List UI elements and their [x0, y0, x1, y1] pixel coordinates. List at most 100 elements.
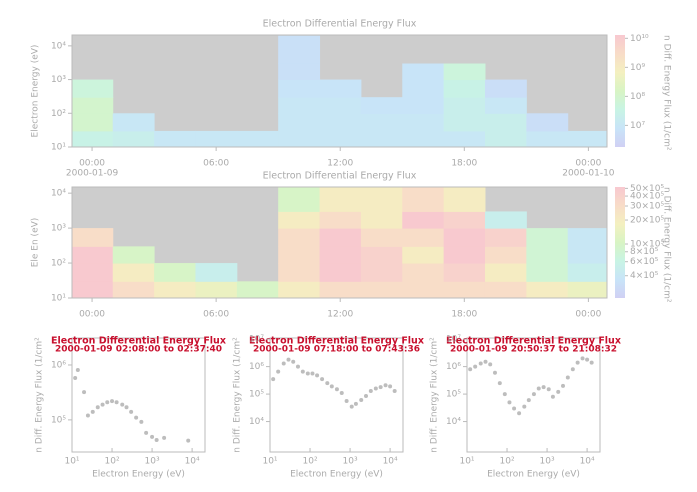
cell — [360, 211, 403, 229]
cell — [278, 263, 321, 282]
plot-subtitle: 2000-01-09 02:08:00 to 02:37:40 — [55, 345, 222, 355]
x-tick-label: 12:00 — [327, 310, 353, 320]
plot-title: Electron Differential Energy Flux — [51, 336, 226, 347]
cell — [72, 263, 114, 282]
y-tick-label: 10⁴ — [249, 417, 264, 427]
point — [82, 390, 87, 395]
point — [300, 369, 305, 374]
y-tick-label: 10⁶ — [446, 362, 461, 372]
cell — [360, 263, 403, 282]
x-axis-label: Electron Energy (eV) — [92, 470, 185, 480]
cell — [360, 246, 403, 264]
point — [129, 409, 134, 414]
cell — [72, 281, 114, 298]
cell — [360, 130, 403, 147]
frame — [466, 337, 601, 453]
x-tick-date: 2000-01-10 — [562, 169, 615, 179]
cell — [236, 281, 279, 298]
cell — [319, 263, 362, 282]
x-axis-label: Electron Energy (eV) — [290, 470, 383, 480]
cell — [526, 281, 569, 298]
point — [305, 371, 310, 376]
cell — [112, 113, 155, 132]
point — [589, 360, 594, 365]
cell — [443, 211, 486, 229]
cell — [484, 130, 527, 147]
cell — [319, 228, 362, 247]
plot-subtitle: 2000-01-09 20:50:37 to 21:08:32 — [450, 345, 617, 355]
y-tick-label: 10⁴ — [51, 189, 66, 199]
x-tick-label: 00:00 — [79, 159, 105, 169]
cell — [567, 263, 607, 282]
cell — [484, 211, 527, 229]
point — [154, 438, 159, 443]
cell — [319, 246, 362, 264]
point — [349, 404, 354, 409]
point — [565, 375, 570, 380]
point — [378, 385, 383, 390]
x-tick-label: 10³ — [343, 457, 358, 467]
point — [291, 359, 296, 364]
y-tick-label: 10⁶ — [51, 360, 66, 370]
point — [550, 394, 555, 399]
cell — [526, 263, 569, 282]
point — [541, 385, 546, 390]
point — [100, 402, 105, 407]
cell — [112, 246, 155, 264]
x-tick-label: 18:00 — [451, 310, 477, 320]
colorbar-label: n Diff. Energy Flux (1/cm² — [662, 187, 672, 303]
y-tick-label: 10⁴ — [51, 41, 66, 51]
point — [325, 381, 330, 386]
cell — [112, 130, 155, 147]
plot-title: Electron Differential Energy Flux — [446, 336, 621, 347]
colorbar-tick-label: 20×10⁵ — [630, 216, 664, 226]
cell — [278, 187, 321, 212]
point — [536, 386, 541, 391]
y-tick-label: 10² — [51, 109, 66, 119]
x-tick-label: 06:00 — [203, 310, 229, 320]
colorbar — [615, 187, 625, 298]
cell — [195, 130, 238, 147]
colorbar-tick-label: 6×10⁵ — [630, 257, 659, 267]
y-axis-label: Electron Energy (eV) — [31, 45, 41, 138]
cell — [526, 246, 569, 264]
cell — [402, 130, 445, 147]
cell — [278, 246, 321, 264]
point — [344, 399, 349, 404]
cell — [278, 228, 321, 247]
plot-title: Electron Differential Energy Flux — [249, 336, 424, 347]
cell — [278, 35, 321, 64]
cell — [443, 130, 486, 147]
point — [186, 438, 191, 443]
cell — [443, 281, 486, 298]
cell — [278, 97, 321, 114]
cell — [484, 263, 527, 282]
point — [488, 362, 493, 367]
y-tick-label: 10² — [51, 259, 66, 269]
cell — [236, 130, 279, 147]
point — [546, 387, 551, 392]
point — [388, 384, 393, 389]
cell — [526, 113, 569, 132]
cell — [195, 263, 238, 282]
cell — [278, 79, 321, 98]
point — [162, 435, 167, 440]
point — [517, 411, 522, 416]
point — [473, 364, 478, 369]
cell — [402, 281, 445, 298]
cell — [154, 281, 196, 298]
x-tick-date: 2000-01-09 — [66, 169, 119, 179]
point — [392, 388, 397, 393]
point — [531, 392, 536, 397]
cell — [360, 281, 403, 298]
point — [114, 400, 119, 405]
point — [139, 419, 144, 424]
cell — [360, 97, 403, 114]
cell — [278, 211, 321, 229]
cell — [195, 281, 238, 298]
cell — [112, 263, 155, 282]
cell — [402, 187, 445, 212]
cell — [443, 97, 486, 114]
cell — [319, 97, 362, 114]
